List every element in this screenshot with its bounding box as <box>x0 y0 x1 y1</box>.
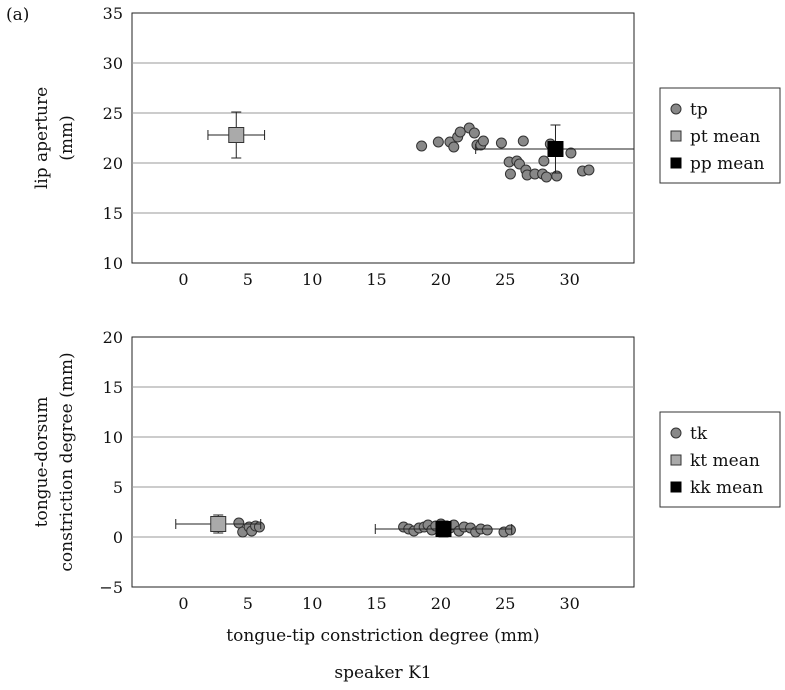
bottom-legend: tk kt mean kk mean <box>659 411 781 508</box>
data-point-tp <box>504 168 516 180</box>
y-tick-label: −5 <box>99 578 123 597</box>
data-point-tp <box>432 136 444 148</box>
data-point-tp <box>454 126 466 138</box>
bottom-data-marks <box>175 514 516 538</box>
y-tick-label: 5 <box>113 478 123 497</box>
bottom-y-axis-label-line2: constriction degree (mm) <box>57 352 77 571</box>
legend-kt-mean-label: kt mean <box>690 451 760 471</box>
bottom-plot-frame <box>131 336 635 588</box>
x-tick-label: 0 <box>178 594 188 613</box>
top-plot: 10 15 20 25 30 35 0 5 10 15 20 25 30 lip aperture (… <box>32 4 781 289</box>
y-tick-label: 10 <box>103 428 123 447</box>
top-data-marks <box>207 111 635 183</box>
data-point-tk <box>233 517 245 529</box>
data-point-tp <box>540 171 552 183</box>
y-tick-label: 35 <box>103 4 123 23</box>
x-tick-label: 15 <box>366 594 386 613</box>
legend-kk-mean-label: kk mean <box>690 478 763 498</box>
mean-marker-pp-mean <box>547 141 564 157</box>
mean-marker-kk-mean <box>435 521 452 537</box>
bottom-plot: −5 0 5 10 15 20 0 5 10 15 20 25 30 tongue-dorsum co… <box>32 328 781 613</box>
legend-tk-marker <box>670 427 682 439</box>
top-y-axis-label-line2: (mm) <box>57 115 77 161</box>
data-point-tp <box>538 155 550 167</box>
data-point-tp <box>477 135 489 147</box>
mean-marker-pt-mean <box>228 127 245 143</box>
x-tick-label: 5 <box>243 594 253 613</box>
bottom-x-tick-labels: 0 5 10 15 20 25 30 <box>178 594 579 613</box>
legend-tp-marker <box>670 103 682 115</box>
data-point-tp <box>468 127 480 139</box>
legend-pt-mean-marker <box>670 130 682 142</box>
x-tick-label: 25 <box>495 594 515 613</box>
x-tick-label: 30 <box>559 270 579 289</box>
y-tick-label: 15 <box>103 378 123 397</box>
legend-tk-label: tk <box>690 424 708 444</box>
data-point-tp <box>416 140 428 152</box>
data-point-tk <box>504 524 516 536</box>
bottom-gridlines <box>132 386 634 538</box>
x-tick-label: 20 <box>431 270 451 289</box>
bottom-y-axis-label-line1: tongue-dorsum <box>32 397 52 528</box>
data-point-tp <box>517 135 529 147</box>
top-legend: tp pt mean pp mean <box>659 87 781 184</box>
y-tick-label: 25 <box>103 104 123 123</box>
top-x-tick-labels: 0 5 10 15 20 25 30 <box>178 270 579 289</box>
bottom-y-tick-labels: −5 0 5 10 15 20 <box>99 328 123 597</box>
x-tick-label: 5 <box>243 270 253 289</box>
x-tick-label: 15 <box>366 270 386 289</box>
top-y-axis-label-line1: lip aperture <box>32 87 52 189</box>
top-gridlines <box>132 62 634 214</box>
legend-kk-mean-marker <box>670 481 682 493</box>
x-tick-label: 10 <box>302 270 322 289</box>
legend-pt-mean-label: pt mean <box>690 127 760 147</box>
x-tick-label: 0 <box>178 270 188 289</box>
legend-kt-mean-marker <box>670 454 682 466</box>
legend-pp-mean-label: pp mean <box>690 154 764 174</box>
x-tick-label: 20 <box>431 594 451 613</box>
data-point-tp <box>448 141 460 153</box>
mean-marker-kt-mean <box>210 516 227 532</box>
data-point-tp <box>565 147 577 159</box>
top-plot-frame <box>131 12 635 264</box>
y-tick-label: 10 <box>103 254 123 273</box>
panel-label: (a) <box>6 5 29 25</box>
y-tick-label: 0 <box>113 528 123 547</box>
y-tick-label: 15 <box>103 204 123 223</box>
data-point-tp <box>495 137 507 149</box>
x-tick-label: 10 <box>302 594 322 613</box>
y-tick-label: 20 <box>103 154 123 173</box>
speaker-caption: speaker K1 <box>334 663 431 683</box>
y-tick-label: 20 <box>103 328 123 347</box>
top-y-tick-labels: 10 15 20 25 30 35 <box>103 4 123 273</box>
data-point-tk <box>481 524 493 536</box>
y-tick-label: 30 <box>103 54 123 73</box>
data-point-tp <box>583 164 595 176</box>
x-axis-label: tongue-tip constriction degree (mm) <box>226 626 539 646</box>
legend-tp-label: tp <box>690 100 708 120</box>
x-tick-label: 25 <box>495 270 515 289</box>
legend-pp-mean-marker <box>670 157 682 169</box>
x-tick-label: 30 <box>559 594 579 613</box>
